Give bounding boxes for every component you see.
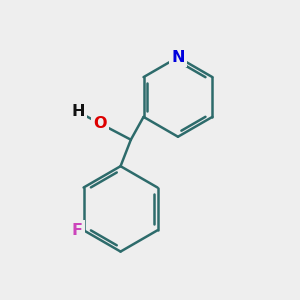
Text: F: F [72,223,83,238]
Text: H: H [71,104,85,119]
Text: O: O [93,116,107,131]
Text: N: N [171,50,185,65]
